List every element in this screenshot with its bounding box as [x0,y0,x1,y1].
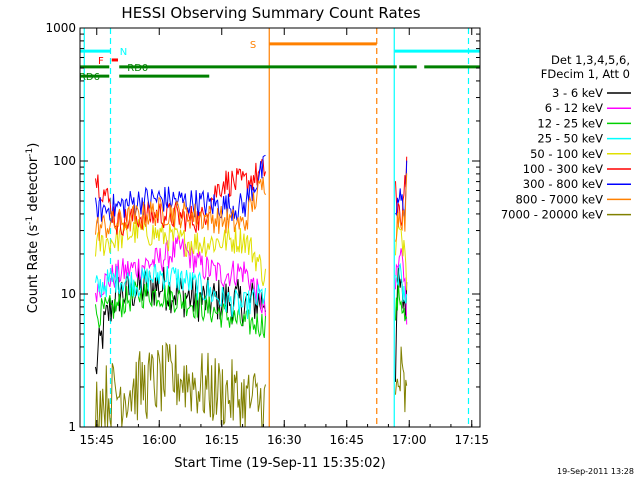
x-tick-label-1: 16:00 [142,433,177,447]
x-tick-label-2: 16:15 [204,433,239,447]
y-axis-label-exp2: -1 [25,148,35,157]
y-axis-label-end: ) [26,143,41,148]
x-tick-label-4: 16:45 [329,433,364,447]
flag-label-n: N [120,47,127,58]
series-trace-7-1 [395,173,408,242]
flag-label-rd0: RD0 [127,63,148,74]
legend: Det 1,3,4,5,6, FDecim 1, Att 0 3 - 6 keV… [501,53,631,222]
legend-header-line-2: FDecim 1, Att 0 [541,67,630,81]
y-axis-label: Count Rate (s-1 detector-1) [25,143,41,314]
legend-label-8: 7000 - 20000 keV [501,208,603,222]
y-axis-label-main: Count Rate (s [26,225,41,314]
x-axis: 15:45 16:00 16:15 16:30 16:45 17:00 17:15 [79,28,489,447]
legend-label-6: 300 - 800 keV [523,177,603,191]
plot-frame [79,27,481,428]
x-tick-label-0: 15:45 [79,433,114,447]
y-tick-label-3: 1000 [45,21,76,35]
series-trace-4-1 [395,223,408,291]
series-trace-2-0 [95,281,266,339]
legend-label-7: 800 - 7000 keV [515,192,603,206]
x-tick-label-5: 17:00 [392,433,427,447]
flag-label-f: F [98,56,104,67]
flag-layer: N F S RD0 RD6 [79,40,480,83]
y-tick-label-1: 10 [61,287,76,301]
x-axis-label: Start Time (19-Sep-11 15:35:02) [174,456,385,471]
x-tick-label-3: 16:30 [267,433,302,447]
y-tick-label-0: 1 [68,420,76,434]
y-tick-label-2: 100 [53,154,76,168]
series-trace-0-1 [395,266,408,382]
series-trace-2-1 [395,280,408,322]
series-trace-1-1 [395,248,408,325]
legend-label-3: 25 - 50 keV [537,132,603,146]
timestamp: 19-Sep-2011 13:28 [557,467,634,476]
chart-title: HESSI Observing Summary Count Rates [121,4,420,22]
legend-label-5: 100 - 300 keV [523,162,603,176]
series-trace-6-0 [95,154,266,224]
series-trace-3-1 [395,262,408,304]
flag-label-s: S [250,40,256,51]
legend-label-2: 12 - 25 keV [537,116,603,130]
series-trace-3-0 [95,263,266,320]
series-trace-1-0 [95,235,266,318]
y-axis-label-exp1: -1 [25,216,35,225]
series-trace-8-1 [395,346,408,413]
legend-label-4: 50 - 100 keV [530,147,603,161]
y-axis: 1 10 100 1000 [45,21,480,434]
plot-data-layer [83,28,470,428]
y-axis-label-mid: detector [26,156,41,216]
legend-header-line-1: Det 1,3,4,5,6, [551,53,630,67]
series-trace-7-0 [95,176,266,241]
legend-label-0: 3 - 6 keV [552,86,603,100]
x-tick-label-6: 17:15 [454,433,489,447]
series-trace-8-0 [95,341,266,428]
flag-label-rd6: RD6 [79,72,100,83]
legend-label-1: 6 - 12 keV [545,101,603,115]
